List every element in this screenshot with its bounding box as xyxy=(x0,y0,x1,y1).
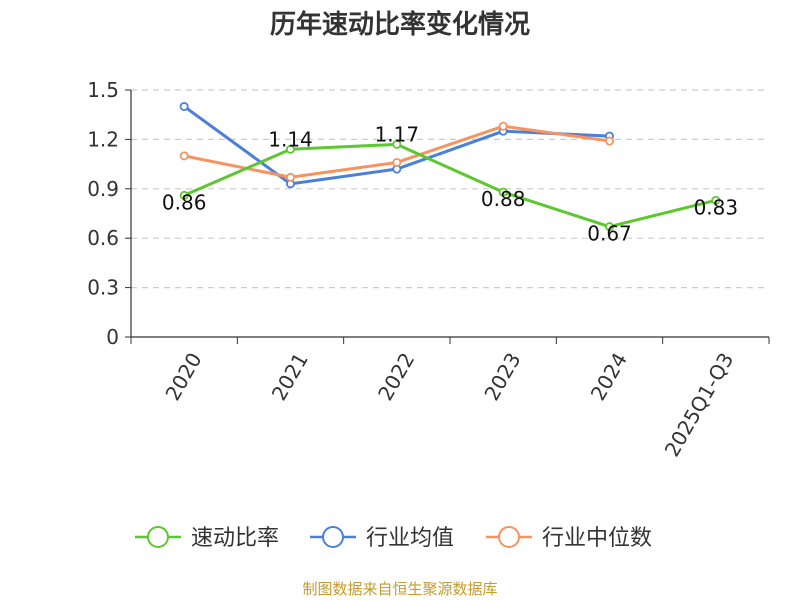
data-label: 0.86 xyxy=(162,190,207,214)
series-0 xyxy=(179,139,721,232)
x-tick-label: 2024 xyxy=(586,349,632,405)
y-tick-label: 0.6 xyxy=(87,226,119,250)
x-tick-label: 2020 xyxy=(160,349,206,405)
data-point xyxy=(179,101,189,111)
data-point xyxy=(498,187,508,197)
legend-item: 行业中位数 xyxy=(486,526,652,551)
series-line xyxy=(183,142,717,229)
data-point xyxy=(392,139,402,149)
y-tick-label: 1.5 xyxy=(87,78,119,102)
data-point xyxy=(498,121,508,131)
legend-swatch-marker xyxy=(147,526,169,548)
data-label: 1.14 xyxy=(268,127,313,151)
data-point xyxy=(392,157,402,167)
legend-label: 行业均值 xyxy=(366,526,454,551)
data-point xyxy=(285,172,295,182)
legend-label: 速动比率 xyxy=(191,526,279,551)
data-point xyxy=(605,136,615,146)
data-point xyxy=(605,222,615,232)
legend-item: 行业均值 xyxy=(310,526,454,551)
series-2 xyxy=(179,121,615,182)
x-tick-label: 2021 xyxy=(267,349,313,405)
data-point xyxy=(179,190,189,200)
y-tick-label: 1.2 xyxy=(87,127,119,151)
x-tick-label: 2023 xyxy=(479,348,525,404)
data-point xyxy=(179,151,189,161)
legend-label: 行业中位数 xyxy=(542,526,652,551)
y-tick-label: 0.9 xyxy=(87,177,119,201)
source-note: 制图数据来自恒生聚源数据库 xyxy=(302,580,497,598)
data-label: 0.88 xyxy=(481,187,526,211)
legend-item: 速动比率 xyxy=(135,526,279,551)
legend-swatch-marker xyxy=(322,526,344,548)
data-label: 0.83 xyxy=(694,195,739,219)
grid xyxy=(131,89,769,289)
chart-title: 历年速动比率变化情况 xyxy=(270,9,530,40)
data-label: 1.17 xyxy=(375,122,420,146)
data-point xyxy=(285,144,295,154)
y-tick-label: 0 xyxy=(106,325,119,349)
legend: 速动比率 行业均值 行业中位数 xyxy=(135,526,652,551)
axes: 0 0.3 0.6 0.9 1.2 1.5 2020 2021 2022 2023 2024 2025… xyxy=(87,78,770,461)
data-label: 0.67 xyxy=(587,222,632,246)
data-point xyxy=(711,195,721,205)
series-layer xyxy=(179,101,721,232)
legend-swatch-marker xyxy=(498,526,520,548)
x-tick-label: 2025Q1-Q3 xyxy=(660,349,739,461)
data-labels: 0.86 1.14 1.17 0.88 0.67 0.83 xyxy=(162,122,738,245)
x-tick-label: 2022 xyxy=(373,349,419,405)
y-tick-label: 0.3 xyxy=(87,276,119,300)
